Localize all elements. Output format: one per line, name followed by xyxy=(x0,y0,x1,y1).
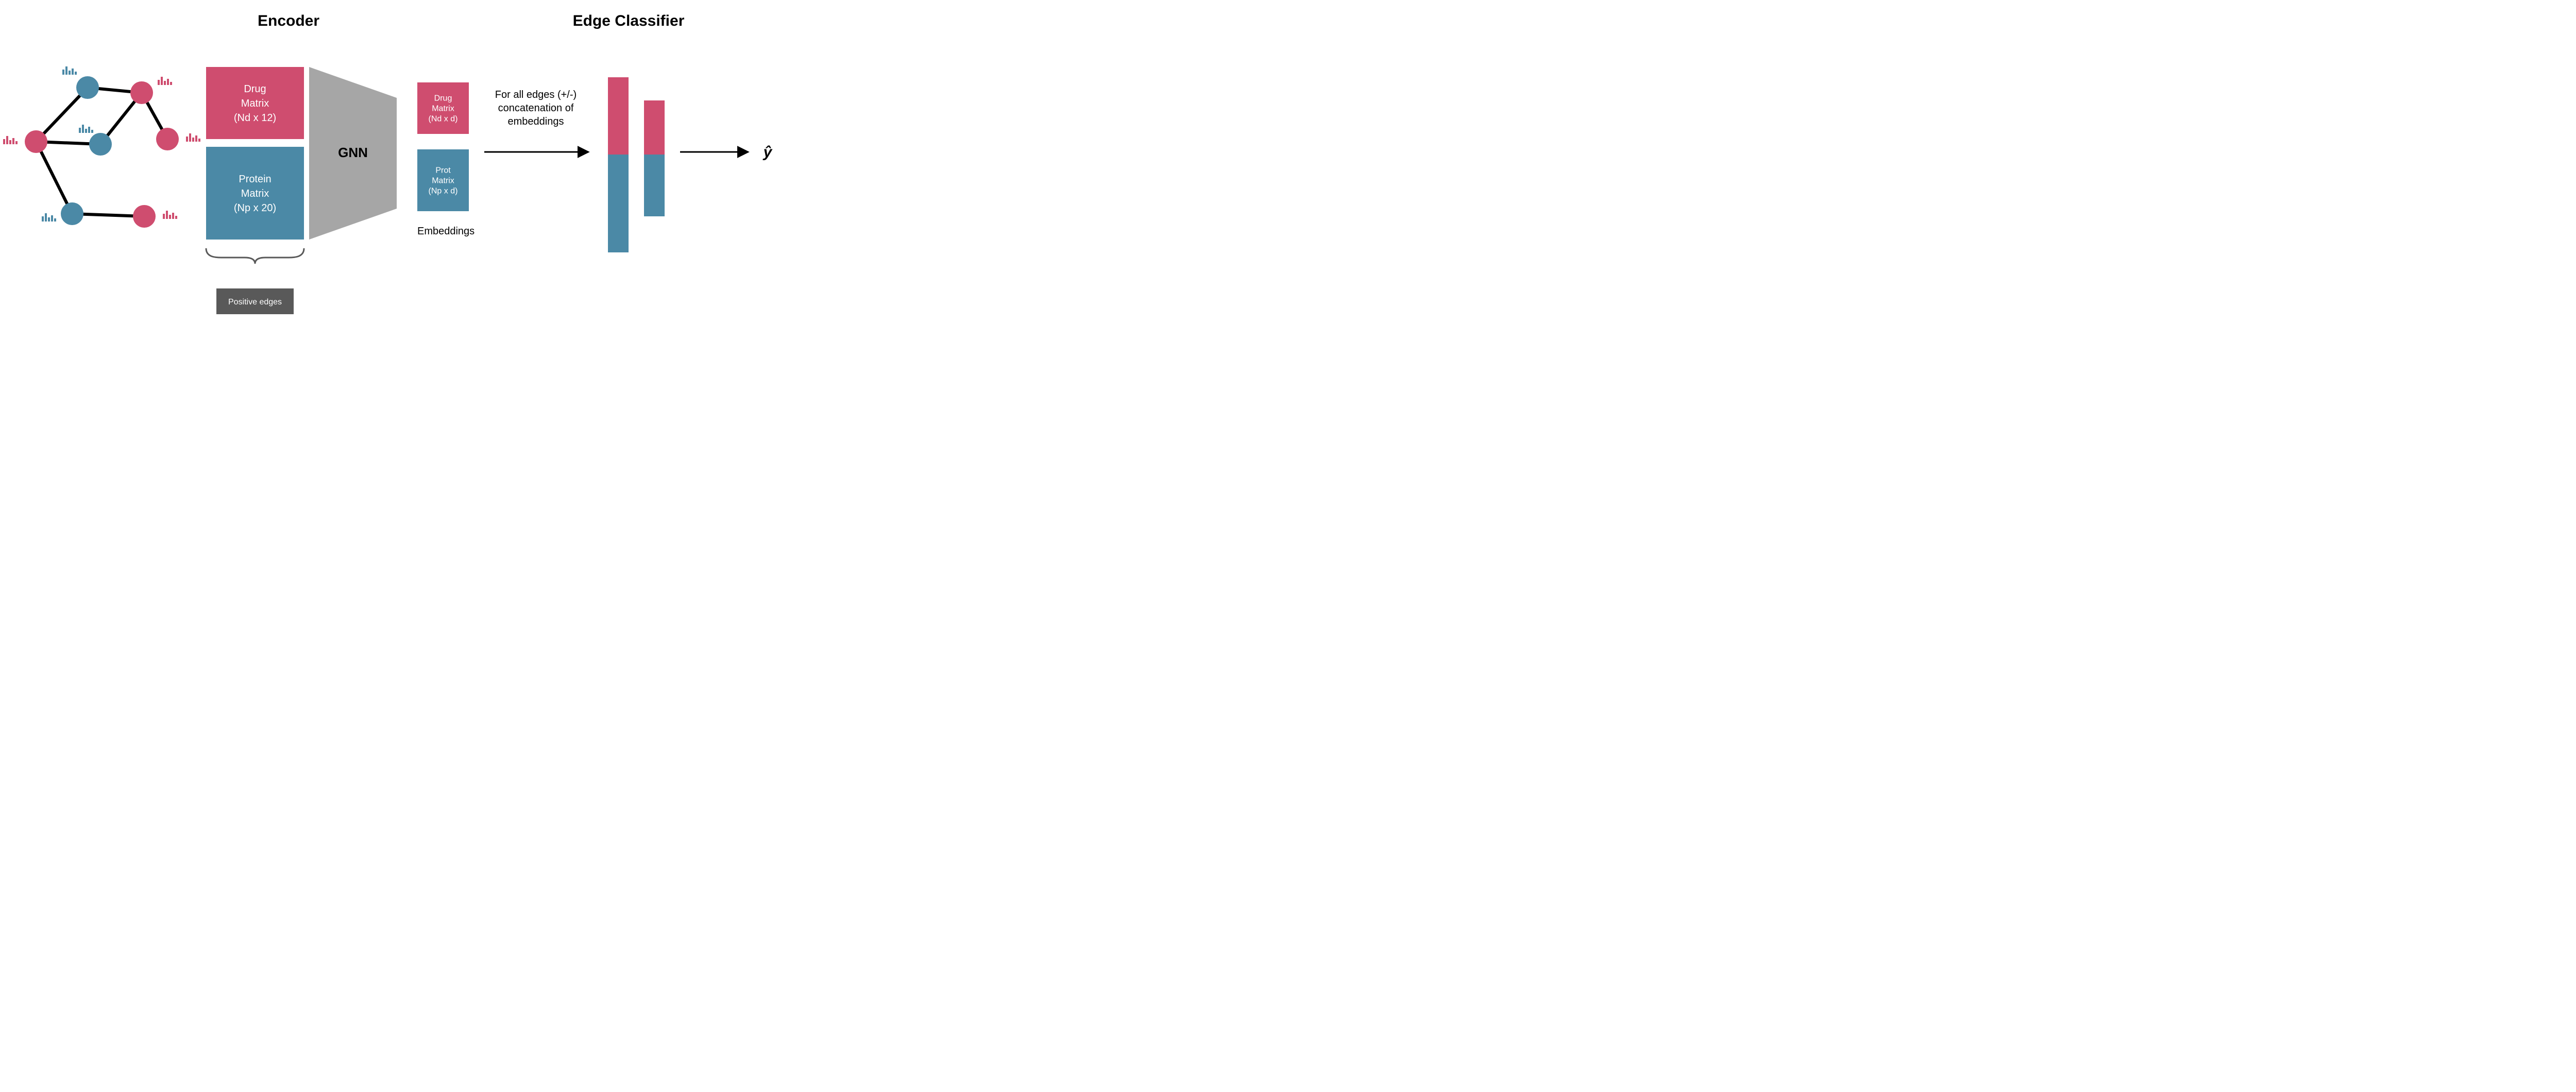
concat-text: concatenation of xyxy=(498,103,574,114)
feature-bars-icon xyxy=(163,211,177,219)
drug-matrix-box-label: Matrix xyxy=(241,98,269,109)
feature-bars-icon xyxy=(3,136,18,144)
graph-node xyxy=(25,130,47,153)
drug-embedding-box-label: Drug xyxy=(434,94,452,103)
brace-icon xyxy=(206,248,304,264)
feature-bars-icon xyxy=(186,133,200,142)
drug-embedding-box-label: (Nd x d) xyxy=(429,115,458,124)
output-yhat: ŷ xyxy=(762,144,773,161)
graph-node xyxy=(133,205,156,228)
drug-matrix-box-label: Drug xyxy=(244,83,266,95)
concat-bar-2 xyxy=(644,100,665,216)
graph-node xyxy=(76,76,99,99)
protein-matrix-box-label: Matrix xyxy=(241,188,269,199)
graph-node xyxy=(89,133,112,156)
drug-matrix-box-label: (Nd x 12) xyxy=(234,112,276,124)
prot-embedding-box: Prot Matrix (Np x d) xyxy=(417,149,469,211)
embeddings-label: Embeddings xyxy=(417,226,474,237)
feature-bars-icon xyxy=(158,77,172,85)
positive-edges-label: Positive edges xyxy=(228,298,282,306)
drug-embedding-box: Drug Matrix (Nd x d) xyxy=(417,82,469,134)
prot-embedding-box-label: Matrix xyxy=(432,177,454,185)
feature-bars-icon xyxy=(42,213,56,221)
protein-matrix-box-label: (Np x 20) xyxy=(234,202,276,214)
prot-embedding-box-label: Prot xyxy=(435,166,451,175)
feature-bars-icon xyxy=(79,125,93,133)
feature-bars-icon xyxy=(62,66,77,75)
edge-classifier-title: Edge Classifier xyxy=(573,12,685,29)
protein-matrix-box: Protein Matrix (Np x 20) xyxy=(206,147,304,240)
graph-edge xyxy=(36,142,72,214)
drug-embedding-box-label: Matrix xyxy=(432,105,454,113)
gnn-label: GNN xyxy=(338,145,368,160)
concat-text: For all edges (+/-) xyxy=(495,89,577,100)
concat-bar-1 xyxy=(608,77,629,252)
concat-text: embeddings xyxy=(508,116,564,127)
graph-node xyxy=(156,128,179,150)
graph-node xyxy=(61,202,83,225)
encoder-title: Encoder xyxy=(258,12,319,29)
protein-matrix-box-label: Protein xyxy=(239,174,271,185)
drug-matrix-box: Drug Matrix (Nd x 12) xyxy=(206,67,304,139)
prot-embedding-box-label: (Np x d) xyxy=(429,187,458,196)
graph-node xyxy=(130,81,153,104)
input-graph xyxy=(3,66,200,228)
